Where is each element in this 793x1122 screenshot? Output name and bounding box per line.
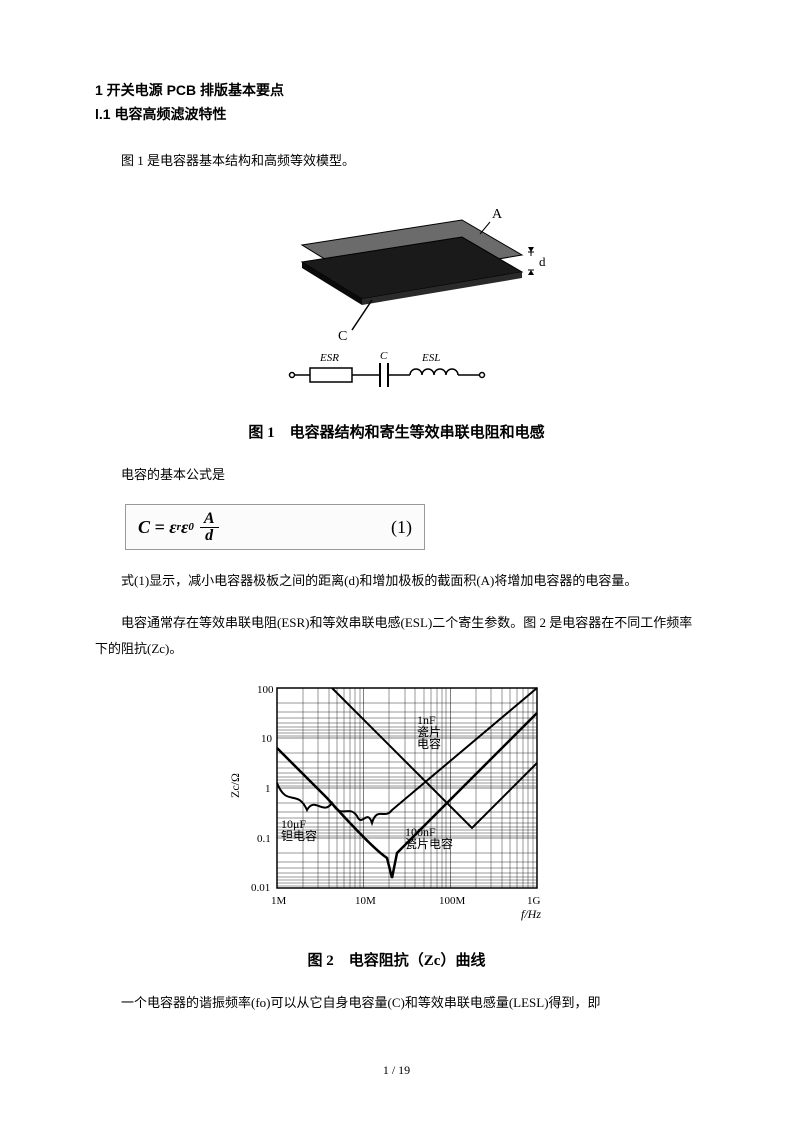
xtick-3: 1G <box>527 895 541 907</box>
formula-number: (1) <box>391 517 412 538</box>
label-C-plate: C <box>338 329 347 344</box>
label-esr: ESR <box>319 352 339 364</box>
figure-2-caption: 图 2 电容阻抗（Zc）曲线 <box>227 949 567 970</box>
label-c-circuit: C <box>380 350 388 362</box>
ytick-1: 10 <box>261 733 273 745</box>
xlabel: f/Hz <box>521 907 541 921</box>
label-A: A <box>492 207 503 222</box>
ytick-3: 0.1 <box>257 833 271 845</box>
ytick-0: 100 <box>257 684 274 696</box>
ytick-4: 0.01 <box>251 882 270 894</box>
label-esl: ESL <box>421 352 440 364</box>
heading-2: l.1 电容高频滤波特性 <box>95 104 698 124</box>
formula-1: C = εr ε0 A d (1) <box>125 504 425 550</box>
ylabel: Zc/Ω <box>228 773 242 798</box>
paragraph-3: 式(1)显示，减小电容器极板之间的距离(d)和增加极板的截面积(A)将增加电容器… <box>95 568 698 594</box>
xtick-1: 10M <box>355 895 376 907</box>
paragraph-4: 电容通常存在等效串联电阻(ESR)和等效串联电感(ESL)二个寄生参数。图 2 … <box>95 610 698 662</box>
impedance-chart: 1nF瓷片电容 100nF瓷片电容 10μF钽电容 100 10 1 0.1 0… <box>227 678 567 938</box>
ytick-2: 1 <box>265 783 271 795</box>
trace1-label: 1nF瓷片电容 <box>417 713 441 751</box>
figure-2: 1nF瓷片电容 100nF瓷片电容 10μF钽电容 100 10 1 0.1 0… <box>95 678 698 970</box>
heading-1: 1 开关电源 PCB 排版基本要点 <box>95 80 698 100</box>
page-number: 1 / 19 <box>0 1063 793 1078</box>
formula-frac-top: A <box>200 511 219 528</box>
formula-eps0: ε <box>181 517 188 538</box>
xtick-0: 1M <box>271 895 287 907</box>
capacitor-diagram: A d C ESR C <box>232 190 562 410</box>
paragraph-1: 图 1 是电容器基本结构和高频等效模型。 <box>95 148 698 174</box>
paragraph-2: 电容的基本公式是 <box>95 462 698 488</box>
figure-1: A d C ESR C <box>95 190 698 442</box>
trace3-label: 10μF钽电容 <box>281 817 317 843</box>
figure-1-caption: 图 1 电容器结构和寄生等效串联电阻和电感 <box>232 421 562 442</box>
formula-frac-bot: d <box>201 528 217 544</box>
xtick-2: 100M <box>439 895 466 907</box>
formula-lhs: C = ε <box>138 517 177 538</box>
formula-sub-0: 0 <box>188 521 194 533</box>
paragraph-5: 一个电容器的谐振频率(fo)可以从它自身电容量(C)和等效串联电感量(LESL)… <box>95 990 698 1016</box>
label-d: d <box>539 254 546 269</box>
